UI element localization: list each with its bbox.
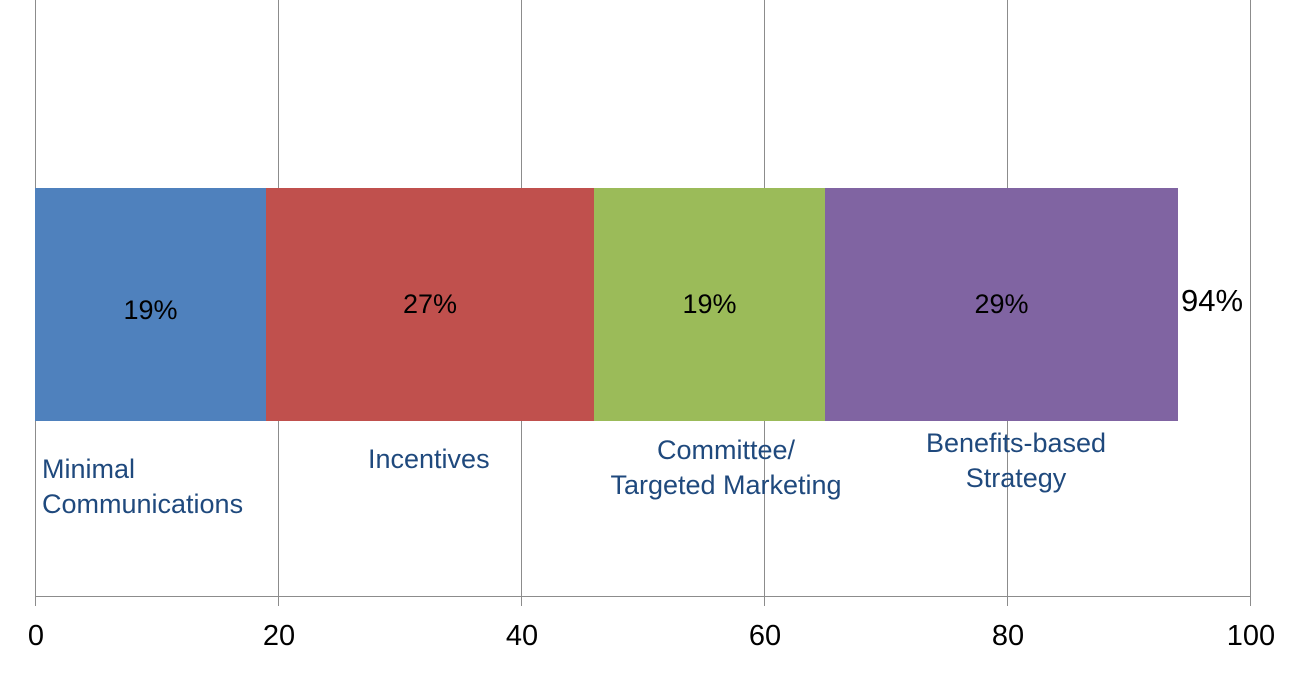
category-label-line: Communications [42, 489, 244, 519]
category-label-line: Benefits-based [925, 428, 1107, 458]
segment-value-label: 29% [974, 289, 1029, 319]
bar-segment-committee-targeted-marketing: 19% [594, 188, 825, 421]
category-label-committee-targeted-marketing: Committee/ Targeted Marketing [583, 433, 869, 503]
category-label-line: Incentives [368, 444, 490, 474]
segment-value-label: 19% [682, 289, 737, 319]
bar-segment-incentives: 27% [266, 188, 594, 421]
bar-segment-minimal-communications: 19% [35, 188, 266, 421]
x-tick-label: 100 [1226, 620, 1276, 652]
total-value-label: 94% [1181, 283, 1244, 318]
x-tick-label: 40 [505, 620, 539, 652]
segment-value-label: 19% [123, 295, 178, 325]
category-label-benefits-based-strategy: Benefits-based Strategy [904, 426, 1128, 496]
segment-value-label: 27% [402, 289, 458, 319]
category-label-line: Committee/ [656, 435, 796, 465]
x-tick-label: 20 [262, 620, 296, 652]
x-tick-label: 80 [991, 620, 1025, 652]
x-tick-label: 60 [748, 620, 782, 652]
bar-segment-benefits-based-strategy: 29% [825, 188, 1178, 421]
category-label-minimal-communications: Minimal Communications [42, 452, 243, 522]
category-label-line: Targeted Marketing [610, 470, 842, 500]
category-label-line: Minimal [42, 454, 136, 484]
x-tick-label: 0 [27, 620, 45, 652]
category-label-incentives: Incentives [368, 442, 490, 477]
category-label-line: Strategy [965, 463, 1067, 493]
x-axis-line [35, 596, 1251, 597]
gridline-100 [1250, 0, 1251, 606]
